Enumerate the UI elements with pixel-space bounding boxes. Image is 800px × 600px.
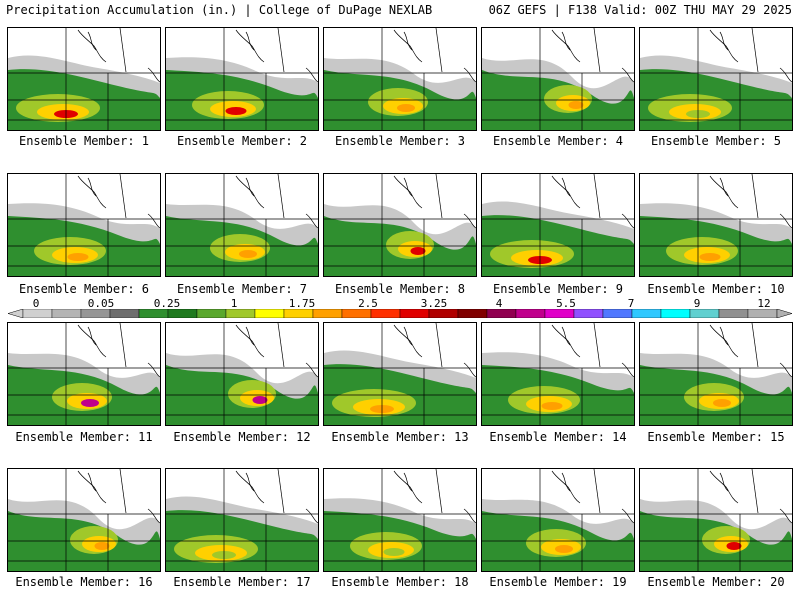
colorbar-tick-label: 4 <box>495 297 503 310</box>
colorbar-swatch <box>660 309 691 318</box>
colorbar-swatch <box>747 309 778 318</box>
colorbar-swatch <box>80 309 111 318</box>
colorbar-swatch <box>283 309 314 318</box>
colorbar-swatch <box>312 309 343 318</box>
colorbar-swatch <box>254 309 285 318</box>
colorbar-swatch <box>341 309 372 318</box>
ensemble-member-map <box>323 468 477 572</box>
ensemble-member-map <box>7 468 161 572</box>
ensemble-member-label: Ensemble Member: 18 <box>331 575 469 589</box>
ensemble-member-label: Ensemble Member: 19 <box>489 575 627 589</box>
ensemble-member-map <box>165 27 319 131</box>
colorbar-tick-label: 12 <box>757 297 771 310</box>
ensemble-member-map <box>639 173 793 277</box>
ensemble-member-map <box>639 322 793 426</box>
colorbar-tick-label: 5.5 <box>556 297 576 310</box>
colorbar-swatch <box>602 309 633 318</box>
ensemble-member-map <box>323 27 477 131</box>
colorbar-swatch <box>196 309 227 318</box>
ensemble-member-label: Ensemble Member: 9 <box>492 282 624 296</box>
colorbar-tick-label: 7 <box>627 297 635 310</box>
ensemble-member-label: Ensemble Member: 14 <box>489 430 627 444</box>
ensemble-member-map <box>481 322 635 426</box>
ensemble-member-label: Ensemble Member: 7 <box>176 282 308 296</box>
ensemble-member-label: Ensemble Member: 10 <box>647 282 785 296</box>
ensemble-member-map <box>165 468 319 572</box>
colorbar-swatch <box>51 309 82 318</box>
ensemble-member-label: Ensemble Member: 3 <box>334 134 466 148</box>
ensemble-member-label: Ensemble Member: 1 <box>18 134 150 148</box>
ensemble-member-map <box>481 173 635 277</box>
colorbar-tick-label: 0.05 <box>87 297 115 310</box>
colorbar-swatch <box>399 309 430 318</box>
ensemble-member-map <box>7 322 161 426</box>
ensemble-member-map <box>165 173 319 277</box>
colorbar-swatch <box>573 309 604 318</box>
colorbar-tick-label: 0.25 <box>153 297 181 310</box>
model-run-valid-time: 06Z GEFS | F138 Valid: 00Z THU MAY 29 20… <box>488 3 792 17</box>
colorbar-tick-label: 1 <box>230 297 238 310</box>
ensemble-member-map <box>481 468 635 572</box>
ensemble-member-label: Ensemble Member: 2 <box>176 134 308 148</box>
colorbar-max-arrow <box>776 309 792 318</box>
ensemble-member-map <box>7 173 161 277</box>
ensemble-member-label: Ensemble Member: 13 <box>331 430 469 444</box>
colorbar-tick-label: 1.75 <box>288 297 316 310</box>
ensemble-member-label: Ensemble Member: 20 <box>647 575 785 589</box>
colorbar-swatch <box>515 309 546 318</box>
colorbar-swatch <box>631 309 662 318</box>
colorbar-swatch <box>167 309 198 318</box>
colorbar-tick-label: 0 <box>32 297 40 310</box>
colorbar-swatch <box>718 309 749 318</box>
ensemble-member-map <box>165 322 319 426</box>
colorbar-swatch <box>457 309 488 318</box>
ensemble-member-label: Ensemble Member: 12 <box>173 430 311 444</box>
colorbar-tick-label: 3.25 <box>420 297 448 310</box>
ensemble-member-label: Ensemble Member: 15 <box>647 430 785 444</box>
ensemble-member-map <box>7 27 161 131</box>
ensemble-member-label: Ensemble Member: 4 <box>492 134 624 148</box>
colorbar-swatch <box>370 309 401 318</box>
ensemble-member-label: Ensemble Member: 11 <box>15 430 153 444</box>
ensemble-member-map <box>481 27 635 131</box>
ensemble-member-label: Ensemble Member: 6 <box>18 282 150 296</box>
ensemble-member-map <box>323 322 477 426</box>
colorbar-swatch <box>689 309 720 318</box>
ensemble-member-map <box>639 27 793 131</box>
ensemble-member-label: Ensemble Member: 8 <box>334 282 466 296</box>
ensemble-member-label: Ensemble Member: 17 <box>173 575 311 589</box>
precip-colorbar <box>8 309 792 318</box>
ensemble-member-label: Ensemble Member: 5 <box>650 134 782 148</box>
colorbar-swatch <box>428 309 459 318</box>
colorbar-swatch <box>544 309 575 318</box>
colorbar-tick-label: 2.5 <box>358 297 378 310</box>
colorbar-swatch <box>109 309 140 318</box>
colorbar-swatch <box>138 309 169 318</box>
ensemble-member-map <box>323 173 477 277</box>
chart-title: Precipitation Accumulation (in.) | Colle… <box>6 3 433 17</box>
colorbar-swatch <box>486 309 517 318</box>
ensemble-member-label: Ensemble Member: 16 <box>15 575 153 589</box>
colorbar-min-arrow <box>8 309 24 318</box>
colorbar-swatch <box>22 309 53 318</box>
colorbar-swatch <box>225 309 256 318</box>
ensemble-member-map <box>639 468 793 572</box>
colorbar-tick-label: 9 <box>693 297 701 310</box>
